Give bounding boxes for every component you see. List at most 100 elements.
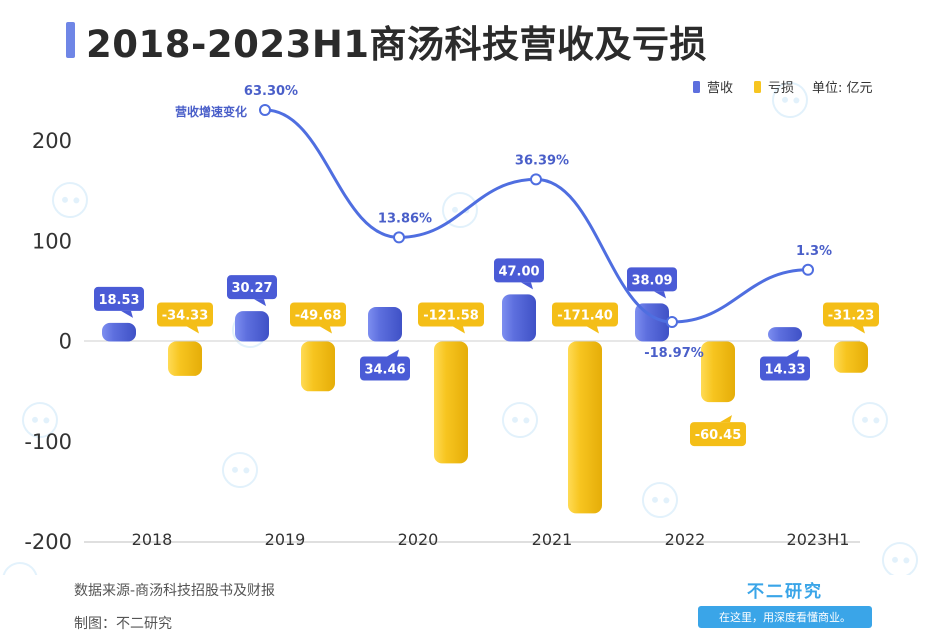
brand-slogan: 在这里，用深度看懂商业。 <box>698 606 872 628</box>
loss-bar <box>434 341 468 464</box>
revenue-callout: 38.09 <box>627 267 677 299</box>
loss-label: -60.45 <box>695 428 742 443</box>
loss-callout: -49.68 <box>290 302 346 334</box>
revenue-callout-box <box>227 275 277 300</box>
growth-line-layer: 63.30% 13.86% 36.39% -18.97% 1.3% 营收增速变化 <box>175 84 832 361</box>
watermark-dot <box>43 417 50 424</box>
title-accent-bar <box>66 22 75 58</box>
growth-label: 13.86% <box>378 211 432 226</box>
growth-line <box>264 108 809 324</box>
x-tick-label: 2023H1 <box>787 530 850 549</box>
watermark-dot <box>873 417 880 424</box>
revenue-label: 14.33 <box>764 363 805 378</box>
watermark-dot <box>73 197 80 204</box>
watermark-circle <box>442 192 478 228</box>
watermark-stamp <box>222 452 258 488</box>
revenue-bar <box>502 294 536 342</box>
x-tick-label: 2018 <box>132 530 173 549</box>
revenue-label: 47.00 <box>498 264 539 279</box>
watermark-stamp <box>882 542 918 575</box>
watermark-circle <box>22 402 58 438</box>
revenue-callout-tip <box>254 299 266 307</box>
footer-maker: 制图：不二研究 <box>74 616 172 632</box>
revenue-callout-tip <box>787 349 799 357</box>
loss-callout-tip <box>720 415 732 423</box>
y-tick-label: 0 <box>59 330 72 354</box>
loss-callout-tip <box>187 326 199 334</box>
loss-bar <box>701 341 735 403</box>
loss-callout: -31.23 <box>823 302 879 334</box>
loss-label: -171.40 <box>557 309 613 324</box>
data-labels-layer: 18.53 30.27 34.46 47.00 38.09 14.33 -34.33 -49.… <box>94 258 879 447</box>
y-tick-label: 200 <box>32 129 72 153</box>
legend-revenue-swatch <box>693 81 700 93</box>
growth-point <box>530 173 542 186</box>
x-tick-label: 2021 <box>532 530 573 549</box>
loss-label: -49.68 <box>295 309 342 324</box>
watermark-circle <box>52 182 88 218</box>
loss-callout-tip <box>320 326 332 334</box>
x-tick-label: 2020 <box>398 530 439 549</box>
watermark-dot <box>903 557 910 564</box>
watermark-dot <box>62 196 69 203</box>
loss-label: -121.58 <box>423 309 479 324</box>
growth-label: 1.3% <box>796 244 832 259</box>
revenue-callout-box <box>627 267 677 292</box>
footer-source: 数据来源-商汤科技招股书及财报 <box>74 583 276 599</box>
loss-label: -34.33 <box>162 309 209 324</box>
watermark-stamp <box>772 82 808 118</box>
loss-callout-tip <box>453 326 465 334</box>
legend-unit-label: 单位: 亿元 <box>812 81 873 96</box>
revenue-callout-tip <box>654 291 666 299</box>
y-tick-label: -100 <box>24 430 72 454</box>
watermark-stamp <box>642 482 678 518</box>
watermark-dot <box>523 417 530 424</box>
watermark-circle <box>502 402 538 438</box>
loss-callout-box <box>552 302 618 327</box>
watermark-circle <box>222 452 258 488</box>
loss-callout: -171.40 <box>552 302 618 334</box>
watermark-stamp <box>852 402 888 438</box>
watermark-circle <box>852 402 888 438</box>
revenue-callout: 18.53 <box>94 286 144 318</box>
loss-callout-tip <box>587 326 599 334</box>
revenue-bar <box>235 311 269 342</box>
brand-logo: 不二研究 在这里，用深度看懂商业。 <box>698 577 872 628</box>
revenue-bar <box>368 306 402 342</box>
revenue-callout: 34.46 <box>360 349 410 381</box>
revenue-callout-tip <box>521 282 533 290</box>
revenue-label: 34.46 <box>364 363 405 378</box>
brand-name: 不二研究 <box>747 582 823 602</box>
revenue-callout-box <box>494 258 544 283</box>
loss-callout-box <box>690 422 746 447</box>
watermark-dot <box>652 496 659 503</box>
watermark-dot <box>892 556 899 563</box>
x-tick-label: 2022 <box>665 530 706 549</box>
loss-callout-box <box>823 302 879 327</box>
loss-bar <box>301 341 335 392</box>
legend-loss-swatch <box>754 81 761 93</box>
growth-point <box>259 104 271 116</box>
watermark-dot <box>232 466 239 473</box>
y-tick-label: -200 <box>24 530 72 554</box>
legend-revenue-label: 营收 <box>707 81 733 96</box>
revenue-callout-tip <box>121 310 133 318</box>
loss-callout-tip <box>853 326 865 334</box>
loss-callout: -121.58 <box>418 302 484 334</box>
growth-label: 36.39% <box>515 153 569 168</box>
loss-label: -31.23 <box>828 309 875 324</box>
revenue-callout: 30.27 <box>227 275 277 307</box>
loss-callout-box <box>290 302 346 327</box>
growth-point <box>393 231 405 244</box>
revenue-callout: 47.00 <box>494 258 544 290</box>
watermark-stamp <box>22 402 58 438</box>
growth-series-label: 营收增速变化 <box>175 104 247 119</box>
loss-callout-box <box>157 302 213 327</box>
loss-callout: -60.45 <box>690 415 746 447</box>
watermark-dot <box>862 416 869 423</box>
chart-area: 200 100 0 -100 -200 2018 2019 2020 2021 2022 2023H… <box>2 81 918 575</box>
growth-label: -18.97% <box>644 346 704 361</box>
watermark-stamp <box>2 562 38 575</box>
revenue-callout-box <box>360 356 410 381</box>
watermark-circle <box>2 562 38 575</box>
